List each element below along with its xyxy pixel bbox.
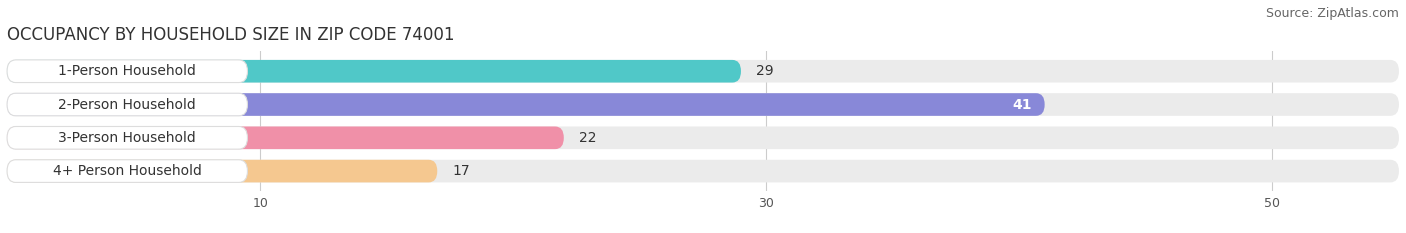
FancyBboxPatch shape — [7, 127, 564, 149]
FancyBboxPatch shape — [7, 60, 741, 82]
Text: 22: 22 — [579, 131, 596, 145]
Text: 17: 17 — [453, 164, 470, 178]
Text: 1-Person Household: 1-Person Household — [58, 64, 197, 78]
FancyBboxPatch shape — [7, 160, 1399, 182]
FancyBboxPatch shape — [7, 160, 247, 182]
FancyBboxPatch shape — [7, 93, 247, 116]
Text: OCCUPANCY BY HOUSEHOLD SIZE IN ZIP CODE 74001: OCCUPANCY BY HOUSEHOLD SIZE IN ZIP CODE … — [7, 26, 454, 44]
FancyBboxPatch shape — [7, 160, 437, 182]
FancyBboxPatch shape — [7, 60, 1399, 82]
FancyBboxPatch shape — [7, 93, 1045, 116]
Text: Source: ZipAtlas.com: Source: ZipAtlas.com — [1265, 7, 1399, 20]
FancyBboxPatch shape — [7, 127, 1399, 149]
FancyBboxPatch shape — [7, 60, 247, 82]
Text: 2-Person Household: 2-Person Household — [59, 98, 195, 112]
Text: 41: 41 — [1012, 98, 1032, 112]
Text: 29: 29 — [756, 64, 773, 78]
FancyBboxPatch shape — [7, 93, 1399, 116]
FancyBboxPatch shape — [7, 127, 247, 149]
Text: 3-Person Household: 3-Person Household — [59, 131, 195, 145]
Text: 4+ Person Household: 4+ Person Household — [53, 164, 201, 178]
